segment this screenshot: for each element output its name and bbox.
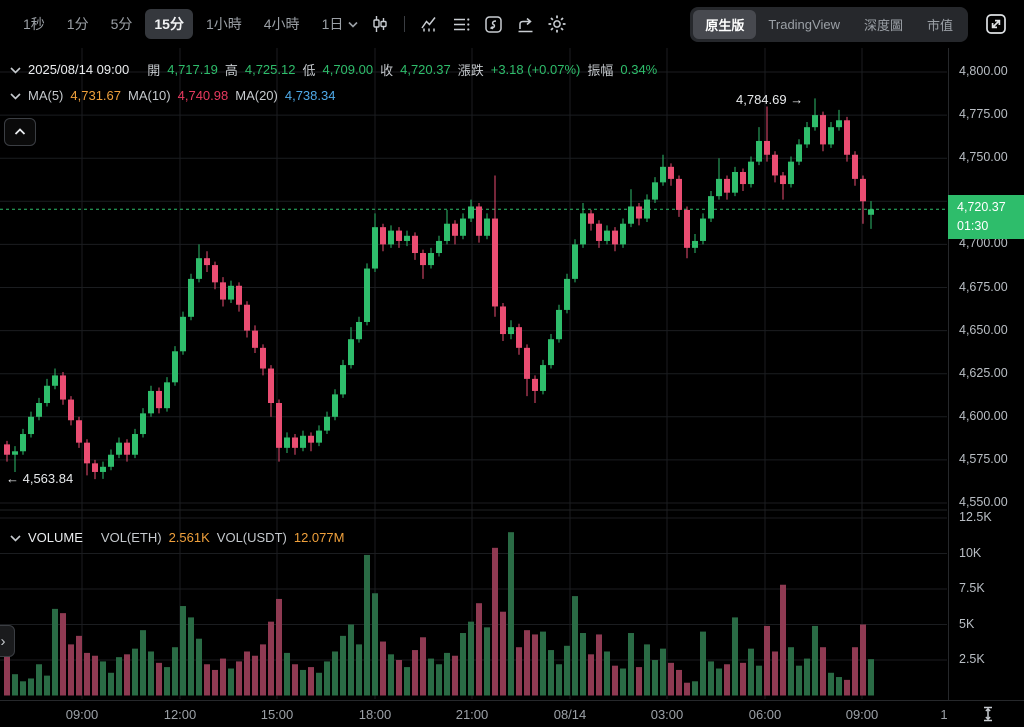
timeframe-1s-button[interactable]: 1秒 xyxy=(23,16,45,32)
tab-marketcap[interactable]: 市值 xyxy=(926,17,953,33)
session-low-annotation: ← 4,563.84 xyxy=(6,471,74,486)
open-value: 4,717.19 xyxy=(167,62,218,77)
timeframe-1d-dropdown[interactable]: 1日 xyxy=(313,9,363,39)
amplitude-value: 0.34% xyxy=(620,62,658,77)
high-label: 高 xyxy=(224,63,238,78)
timeframe-group: 1秒 1分 5分 15分 1小時 4小時 1日 xyxy=(14,9,571,39)
axis-tick-label: 7.5K xyxy=(959,581,985,595)
axis-tick-label: 10K xyxy=(959,545,982,560)
timeframe-5m-button[interactable]: 5分 xyxy=(110,16,133,32)
tab-native[interactable]: 原生版 xyxy=(693,9,757,39)
timeframe-4h-button[interactable]: 4小時 xyxy=(263,16,300,32)
ma20-label: MA(20) xyxy=(235,88,278,103)
timeframe-1m-button[interactable]: 1分 xyxy=(66,16,89,32)
time-tick-label: 08/14 xyxy=(553,707,587,722)
vol-usdt-label: VOL(USDT) xyxy=(216,530,287,545)
axis-tick-label: 4,700.00 xyxy=(959,236,1008,251)
axis-tick-label: 5K xyxy=(959,616,975,631)
axis-tick-label: 12.5K xyxy=(959,510,992,524)
collapse-ohlc-chevron-icon[interactable] xyxy=(10,66,21,74)
indicator-list-icon[interactable] xyxy=(447,10,475,38)
timeframe-1d-label: 1日 xyxy=(321,16,344,32)
time-tick-label: 09:00 xyxy=(65,707,99,722)
vol-eth-value: 2.561K xyxy=(168,530,210,545)
time-axis[interactable]: 09:00 12:00 15:00 18:00 21:00 08/14 03:00 06:00… xyxy=(0,700,1024,727)
session-high-annotation: 4,784.69 → xyxy=(736,92,804,107)
price-scale-icon[interactable] xyxy=(980,705,996,727)
change-label: 漲跌 xyxy=(457,63,484,78)
forward-box-icon[interactable] xyxy=(511,10,539,38)
axis-tick-label: 4,750.00 xyxy=(959,150,1008,165)
time-tick-label: 18:00 xyxy=(358,707,392,722)
time-tick-label: 21:00 xyxy=(455,707,489,722)
time-tick-label: 15:00 xyxy=(260,707,294,722)
candle-style-icon[interactable] xyxy=(366,10,394,38)
timeframe-15m-button[interactable]: 15分 xyxy=(145,9,193,39)
toolbar: 1秒 1分 5分 15分 1小時 4小時 1日 xyxy=(0,0,1024,48)
close-label: 收 xyxy=(380,63,394,78)
high-value: 4,725.12 xyxy=(244,62,296,77)
open-label: 開 xyxy=(147,63,161,78)
axis-tick-label: 4,800.00 xyxy=(959,64,1008,78)
collapse-panel-button[interactable] xyxy=(4,118,36,146)
time-tick-label: 1 xyxy=(940,707,948,722)
vol-eth-label: VOL(ETH) xyxy=(100,530,162,545)
current-price-value: 4,720.37 xyxy=(957,199,1006,214)
low-value: 4,709.00 xyxy=(322,62,374,77)
settings-gear-icon[interactable] xyxy=(543,10,571,38)
chevron-down-icon xyxy=(348,21,358,28)
axis-tick-label: 4,575.00 xyxy=(959,451,1008,466)
fullscreen-expand-icon[interactable] xyxy=(982,10,1010,38)
chevron-up-icon xyxy=(14,128,26,135)
axis-tick-label: 4,675.00 xyxy=(959,279,1008,294)
ohlc-legend: 2025/08/14 09:00 開 4,717.19 高 4,725.12 低… xyxy=(10,60,657,79)
chart-canvas[interactable]: 2025/08/14 09:00 開 4,717.19 高 4,725.12 低… xyxy=(0,48,1024,727)
time-tick-label: 06:00 xyxy=(748,707,782,722)
view-switcher-group: 原生版 TradingView 深度圖 市值 xyxy=(690,6,1010,42)
collapse-volume-chevron-icon[interactable] xyxy=(10,534,21,542)
ma5-value: 4,731.67 xyxy=(70,88,121,103)
ma10-value: 4,740.98 xyxy=(177,88,229,103)
trend-indicator-icon[interactable] xyxy=(415,10,443,38)
close-value: 4,720.37 xyxy=(400,62,451,77)
volume-title: VOLUME xyxy=(28,530,83,545)
time-tick-label: 12:00 xyxy=(163,707,197,722)
ma10-label: MA(10) xyxy=(128,88,171,103)
candlestick-chart xyxy=(0,48,947,699)
current-price-badge: 4,720.37 01:30 xyxy=(948,195,1024,239)
candle-datetime: 2025/08/14 09:00 xyxy=(28,62,130,77)
chevron-right-icon: › xyxy=(0,632,6,650)
script-box-icon[interactable] xyxy=(479,10,507,38)
tab-tradingview[interactable]: TradingView xyxy=(768,16,840,32)
left-panel-expander-button[interactable]: › xyxy=(0,625,15,657)
volume-legend: VOLUME VOL(ETH) 2.561K VOL(USDT) 12.077M xyxy=(10,530,344,545)
axis-tick-label: 4,775.00 xyxy=(959,107,1008,122)
time-tick-label: 09:00 xyxy=(845,707,879,722)
ma5-label: MA(5) xyxy=(28,88,64,103)
axis-tick-label: 2.5K xyxy=(959,652,985,666)
axis-tick-label: 4,625.00 xyxy=(959,365,1008,380)
price-axis[interactable]: 4,800.004,775.004,750.004,725.004,700.00… xyxy=(948,48,1024,700)
amplitude-label: 振幅 xyxy=(587,63,614,78)
collapse-ma-chevron-icon[interactable] xyxy=(10,92,21,100)
ma-legend: MA(5) 4,731.67 MA(10) 4,740.98 MA(20) 4,… xyxy=(10,88,335,103)
axis-tick-label: 4,550.00 xyxy=(959,495,1008,509)
toolbar-divider xyxy=(404,16,406,32)
view-tabs: 原生版 TradingView 深度圖 市值 xyxy=(690,6,968,42)
tab-depth[interactable]: 深度圖 xyxy=(863,17,903,33)
candle-countdown: 01:30 xyxy=(957,219,989,233)
change-value: +3.18 (+0.07%) xyxy=(490,62,581,77)
time-tick-label: 03:00 xyxy=(650,707,684,722)
axis-tick-label: 4,600.00 xyxy=(959,408,1008,423)
timeframe-1h-button[interactable]: 1小時 xyxy=(205,16,242,32)
vol-usdt-value: 12.077M xyxy=(293,530,345,545)
ma20-value: 4,738.34 xyxy=(284,88,336,103)
low-label: 低 xyxy=(302,63,316,78)
axis-tick-label: 4,650.00 xyxy=(959,322,1008,337)
